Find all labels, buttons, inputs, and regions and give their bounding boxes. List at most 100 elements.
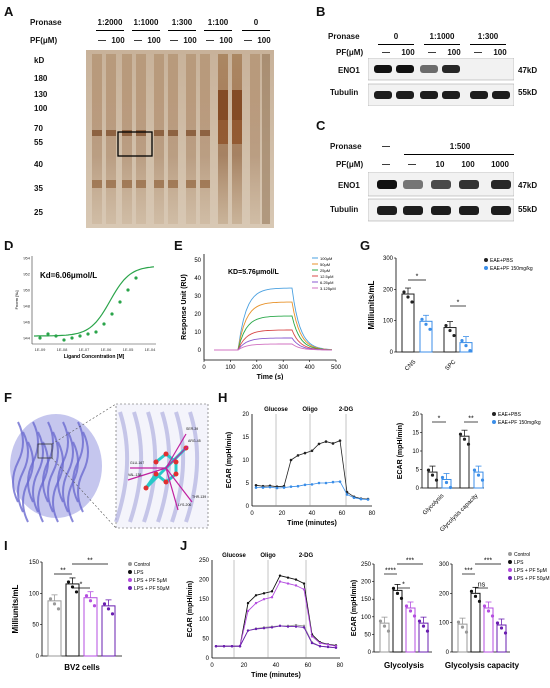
j-bar2-dot <box>503 631 508 635</box>
g-bar <box>419 320 433 353</box>
g-dot <box>468 349 472 353</box>
b-pronase-value: 1:1000 <box>429 32 455 41</box>
b-pf-value: — <box>474 48 482 57</box>
f-ligand-atom <box>153 459 159 465</box>
d-xtick: 1E-09 <box>35 347 46 352</box>
h-xtick: 40 <box>309 511 316 517</box>
b-eno1-kd: 47kD <box>518 66 538 75</box>
h-xlabel: Time (minutes) <box>287 520 337 527</box>
i-legend-label: LPS <box>134 570 144 576</box>
d-xtick: 1E-06 <box>101 347 112 352</box>
d-fit-curve <box>34 266 155 337</box>
gel-band <box>200 130 210 136</box>
h-ytick: 5 <box>246 481 250 487</box>
b-pronase-value: 0 <box>393 32 399 41</box>
gel-band <box>218 90 228 120</box>
gel-lane <box>92 54 102 224</box>
a-kd-label: kD <box>34 56 45 65</box>
f-ligand-atom <box>173 459 179 465</box>
h-line <box>255 440 369 500</box>
h-bar-category: Glycolysis capacity <box>439 493 479 533</box>
c-tubulin-label: Tubulin <box>330 205 359 214</box>
h-xtick: 20 <box>279 511 286 517</box>
silver-stain-gel <box>86 50 274 228</box>
j-bar2-dot <box>477 599 482 603</box>
j-ytick: 250 <box>199 558 210 564</box>
panel-label-f: F <box>4 390 12 405</box>
f-helix <box>17 431 29 513</box>
gel-band <box>154 180 164 188</box>
d-point <box>110 312 114 316</box>
h-bar-dot <box>458 432 463 436</box>
j-legend-label: LPS + PF 5μM <box>514 568 547 574</box>
b-pf-label: PF(μM) <box>336 48 364 57</box>
f-ribbon <box>170 411 186 523</box>
gel-band <box>106 130 116 136</box>
b-pronase-underline <box>378 44 414 45</box>
a-pf-value: 100 <box>147 36 161 45</box>
gel-lane <box>168 54 178 224</box>
gel-lane <box>186 54 196 224</box>
d-point <box>118 300 122 304</box>
b-eno1-band <box>442 65 460 73</box>
g-dot <box>424 322 428 326</box>
i-dot <box>66 580 71 584</box>
h-bar-category: Glycolysis <box>422 493 445 516</box>
h-bar-dot <box>476 473 481 477</box>
d-point <box>86 332 90 336</box>
b-pronase-underline <box>424 44 460 45</box>
gel-lane <box>154 54 164 224</box>
e-xtick: 200 <box>252 365 263 371</box>
gel-band <box>232 120 242 144</box>
d-point <box>70 336 74 340</box>
b-tubulin-kd: 55kD <box>518 88 538 97</box>
j-bar2-ytick: 0 <box>446 650 450 656</box>
b-tubulin-label: Tubulin <box>330 88 359 97</box>
a-pronase-underline <box>168 30 196 31</box>
g-dot <box>406 295 410 299</box>
e-ytick: 30 <box>194 294 201 300</box>
i-ylabel: Milliunits/mL <box>11 584 20 633</box>
c-tubulin-band <box>459 206 479 215</box>
e-ytick: 50 <box>194 258 201 264</box>
panel-label-h: H <box>218 390 228 405</box>
f-ribbon <box>142 411 158 523</box>
f-ribbon <box>184 411 200 523</box>
i-dot <box>106 607 111 611</box>
f-zoom-box <box>37 443 53 459</box>
j-bar2-dot <box>495 621 500 625</box>
d-ytick: 946 <box>23 320 30 325</box>
b-pf-value: 100 <box>401 48 415 57</box>
f-helix <box>27 421 39 503</box>
i-legend-marker <box>128 562 132 566</box>
j-bar1-dot <box>425 629 430 633</box>
j-xlabel: Time (minutes) <box>251 672 301 679</box>
i-sig-text: ** <box>60 568 66 575</box>
e-legend-label: 25μM <box>320 268 330 273</box>
g-dot <box>420 317 424 321</box>
h-bar-ylabel: ECAR (mpH/min) <box>397 423 404 479</box>
a-pronase-value: 1:1000 <box>133 18 159 27</box>
i-legend-marker <box>128 586 132 590</box>
g-ylabel: Milliunits/mL <box>367 280 376 329</box>
panel-label-j: J <box>180 538 188 553</box>
a-pronase-value: 0 <box>253 18 259 27</box>
g-legend-label: EAE+PF 150mg/kg <box>490 266 533 272</box>
d-ytick: 948 <box>23 304 30 309</box>
d-ytick: 944 <box>23 336 30 341</box>
a-mw-marker: 40 <box>34 160 43 169</box>
j-ytick: 150 <box>199 597 210 603</box>
h-ytick: 15 <box>242 435 249 441</box>
d-point <box>78 334 82 338</box>
h-legend-label: EAE+PF 150mg/kg <box>498 420 541 426</box>
gel-band <box>168 130 178 136</box>
h-bar-dot <box>434 478 439 482</box>
h-ytick: 10 <box>242 458 249 464</box>
h-bar-dot <box>426 468 431 472</box>
gel-band <box>106 180 116 188</box>
gel-lane <box>136 54 146 224</box>
h-bar-sig-text: * <box>438 416 441 423</box>
e-xlabel: Time (s) <box>257 374 284 380</box>
e-ytick: 10 <box>194 330 201 336</box>
d-kd-text: Kd=6.06μmol/L <box>40 271 97 280</box>
